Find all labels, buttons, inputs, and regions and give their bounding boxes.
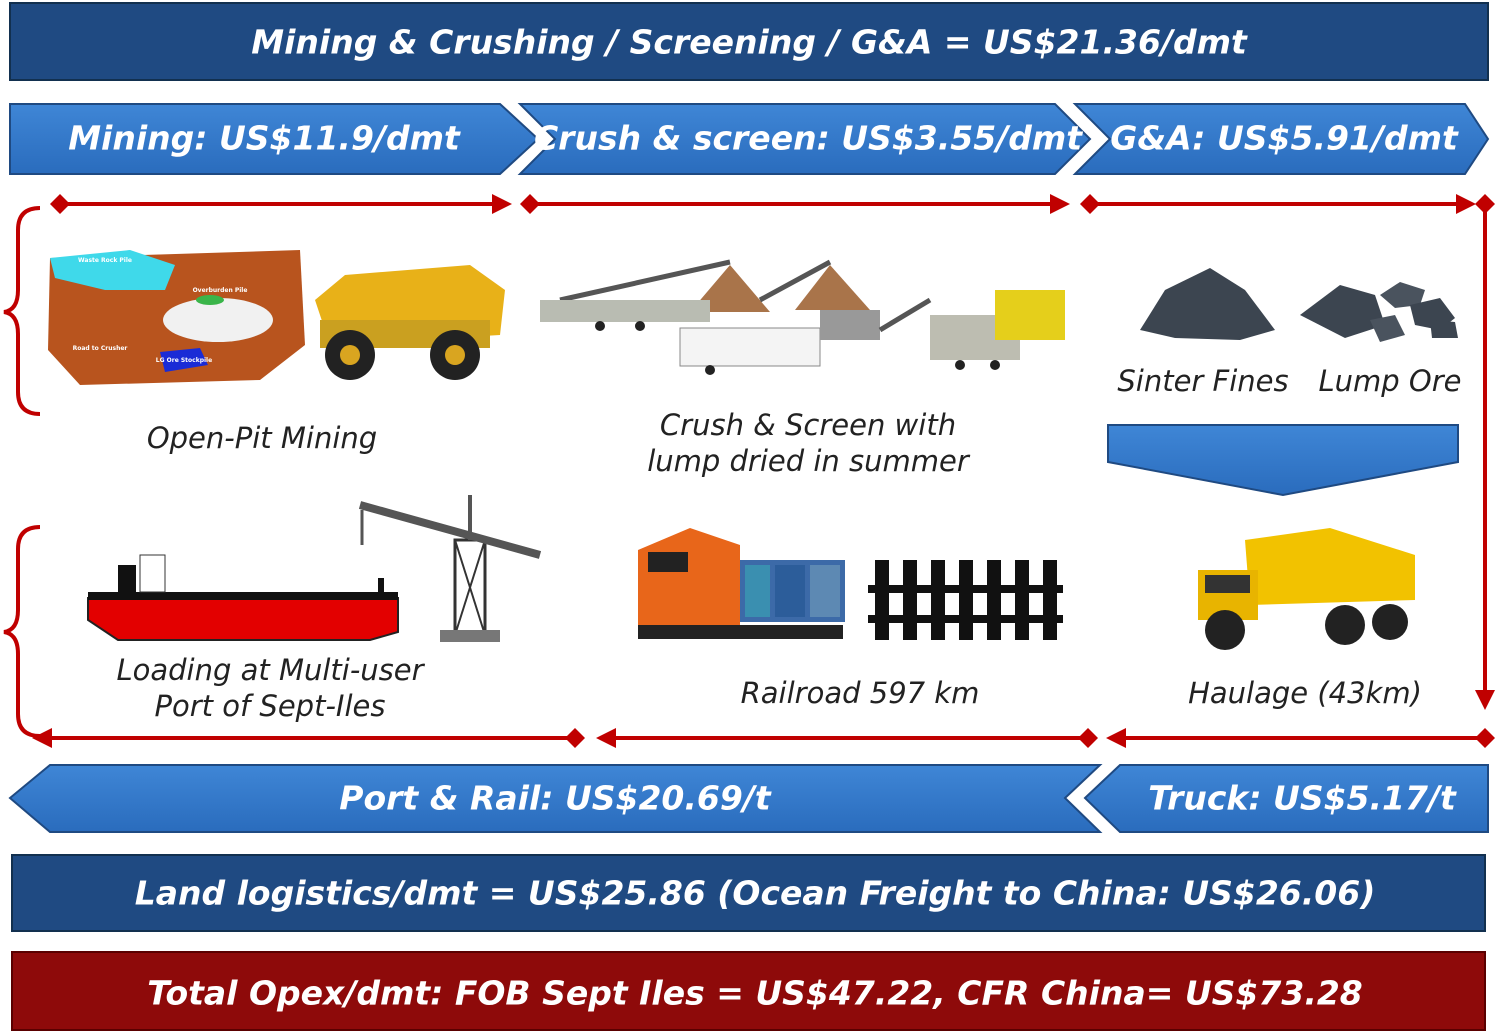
step-label: Loading at Multi-user (116, 653, 425, 687)
map-label: LG Ore Stockpile (156, 357, 212, 364)
step-label: lump dried in summer (647, 444, 971, 478)
logistics-label: Port & Rail: US$20.69/t (339, 779, 772, 818)
step-label: Port of Sept-Iles (155, 689, 386, 723)
diagram: Mining & Crushing / Screening / G&A = US… (0, 0, 1498, 1036)
map-label: Road to Crusher (73, 345, 128, 352)
map-label: Overburden Pile (193, 287, 248, 294)
pit-map: Waste Rock Pile Overburden Pile Road to … (48, 250, 305, 385)
mining-truck (315, 265, 505, 380)
down-arrow (1108, 425, 1458, 495)
product-label: Sinter Fines (1117, 364, 1288, 398)
total-label: Total Opex/dmt: FOB Sept Iles = US$47.22… (147, 974, 1363, 1013)
product-label: Lump Ore (1318, 364, 1461, 398)
step-label: Open-Pit Mining (147, 421, 377, 455)
step-label: Haulage (43km) (1188, 676, 1422, 710)
train (638, 528, 845, 639)
ore-icons (1140, 268, 1458, 342)
stage-label: Crush & screen: US$3.55/dmt (534, 119, 1083, 158)
rail-track (868, 560, 1063, 640)
land-logistics-label: Land logistics/dmt = US$25.86 (Ocean Fre… (135, 874, 1376, 913)
header-title: Mining & Crushing / Screening / G&A = US… (251, 23, 1248, 62)
logistics-label: Truck: US$5.17/t (1148, 779, 1457, 818)
stage-label: G&A: US$5.91/dmt (1110, 119, 1459, 158)
step-label: Crush & Screen with (660, 408, 956, 442)
ship-and-loader (88, 495, 540, 642)
stage-label: Mining: US$11.9/dmt (68, 119, 461, 158)
crushing-plant (540, 262, 1065, 375)
step-label: Railroad 597 km (741, 676, 980, 710)
map-label: Waste Rock Pile (78, 257, 132, 264)
haul-truck (1198, 528, 1415, 650)
